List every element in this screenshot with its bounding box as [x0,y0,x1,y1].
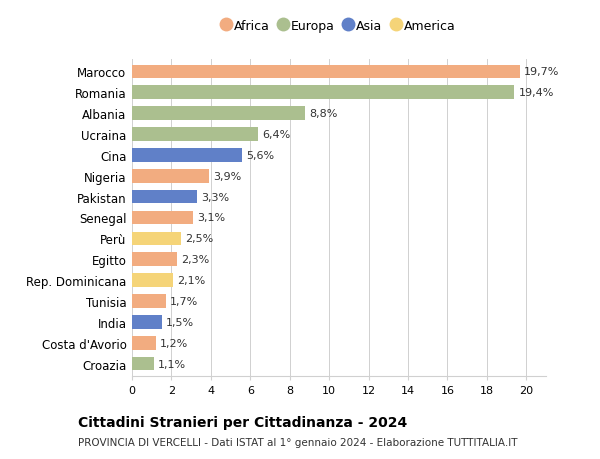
Bar [132,232,181,246]
Text: 1,5%: 1,5% [166,317,194,327]
Bar [132,149,242,162]
Bar [132,190,197,204]
Text: 5,6%: 5,6% [247,151,274,161]
Text: 2,3%: 2,3% [181,255,209,265]
Text: 6,4%: 6,4% [262,130,290,140]
Text: 3,1%: 3,1% [197,213,225,223]
Text: 1,7%: 1,7% [169,297,198,306]
Text: 1,1%: 1,1% [158,359,186,369]
Text: 3,3%: 3,3% [201,192,229,202]
Bar [132,65,520,79]
Text: 19,4%: 19,4% [518,88,554,98]
Bar [132,107,305,121]
Bar [132,357,154,371]
Bar [132,253,178,267]
Bar [132,128,258,141]
Text: 1,2%: 1,2% [160,338,188,348]
Text: 19,7%: 19,7% [524,67,560,77]
Legend: Africa, Europa, Asia, America: Africa, Europa, Asia, America [218,15,460,38]
Bar [132,169,209,183]
Text: 2,5%: 2,5% [185,234,214,244]
Text: 2,1%: 2,1% [178,275,206,285]
Bar [132,295,166,308]
Bar [132,315,161,329]
Bar [132,336,155,350]
Text: Cittadini Stranieri per Cittadinanza - 2024: Cittadini Stranieri per Cittadinanza - 2… [78,415,407,429]
Bar [132,211,193,225]
Bar [132,86,514,100]
Text: PROVINCIA DI VERCELLI - Dati ISTAT al 1° gennaio 2024 - Elaborazione TUTTITALIA.: PROVINCIA DI VERCELLI - Dati ISTAT al 1°… [78,437,517,447]
Bar [132,274,173,287]
Text: 3,9%: 3,9% [213,171,241,181]
Text: 8,8%: 8,8% [310,109,338,119]
